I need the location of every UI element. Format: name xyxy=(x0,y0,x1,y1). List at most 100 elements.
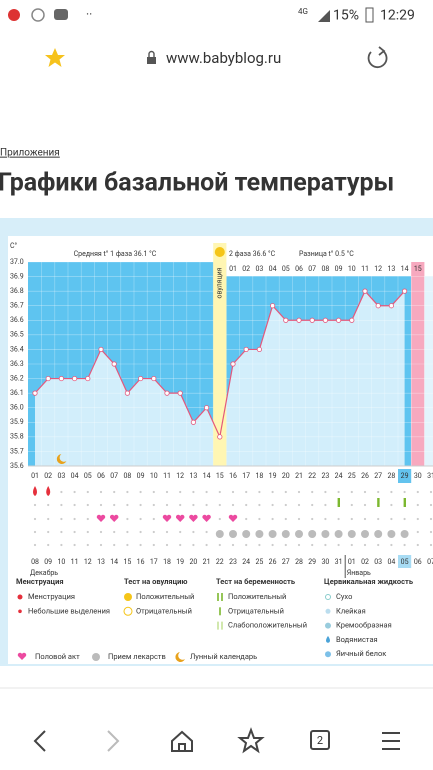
area-fill xyxy=(35,291,405,466)
grid-dot xyxy=(324,503,327,507)
grid-dot xyxy=(165,543,169,547)
phase2-day: 02 xyxy=(242,265,250,273)
grid-dot xyxy=(47,503,50,507)
legend-extra: Лунный календарь xyxy=(190,652,257,661)
breadcrumb[interactable]: Приложения xyxy=(0,148,60,159)
medicine-mark xyxy=(347,530,356,538)
calendar-date: 12 xyxy=(84,558,92,566)
calendar-date: 07 xyxy=(427,558,433,566)
phase2-day: 15 xyxy=(414,265,422,273)
bookmarks-button[interactable] xyxy=(237,727,265,754)
day-label: 20 xyxy=(282,472,290,480)
grid-dot xyxy=(47,530,50,534)
phase2-day: 04 xyxy=(269,265,277,273)
temperature-point xyxy=(45,375,51,382)
legend-icon xyxy=(175,652,185,662)
temperature-point xyxy=(269,303,276,309)
legend-icon xyxy=(325,622,331,629)
grid-dot xyxy=(73,543,76,547)
phase2-day: 01 xyxy=(229,265,237,273)
sex-mark xyxy=(96,514,106,522)
temperature-point xyxy=(375,303,381,309)
bookmark-star[interactable] xyxy=(45,48,65,67)
day-label: 11 xyxy=(163,472,171,480)
grid-dot xyxy=(86,503,89,507)
medicine-mark xyxy=(308,530,317,538)
grid-dot xyxy=(113,530,116,534)
legend-icon xyxy=(124,593,132,601)
y-tick-label: 35.6 xyxy=(10,462,24,470)
url[interactable]: www.babyblog.ru xyxy=(166,49,281,67)
grid-dot xyxy=(218,503,221,507)
period-label-bg xyxy=(411,262,425,276)
grid-dot xyxy=(416,530,419,534)
grid-dot xyxy=(416,543,419,547)
calendar-date: 26 xyxy=(269,558,277,566)
grid-dot xyxy=(297,503,301,507)
legend-item: Сухо xyxy=(336,592,352,601)
grid-dot xyxy=(73,490,76,494)
grid-dot xyxy=(60,530,63,534)
back-button[interactable] xyxy=(33,730,46,752)
day-label: 31 xyxy=(427,472,433,480)
home-button[interactable] xyxy=(171,730,193,752)
medicine-mark xyxy=(268,530,277,538)
legend-title: Цервикальная жидкость xyxy=(324,577,413,586)
page-title: Графики базальной температуры xyxy=(0,169,394,198)
grid-dot xyxy=(60,543,63,547)
tabs-button[interactable] xyxy=(310,730,330,750)
phase2-day: 09 xyxy=(335,265,343,273)
grid-dot xyxy=(73,517,76,521)
medicine-mark xyxy=(242,530,251,538)
grid-dot xyxy=(297,517,301,521)
day-label: 13 xyxy=(189,472,197,480)
y-tick-label: 36.4 xyxy=(10,345,24,353)
grid-dot xyxy=(403,543,406,547)
grid-dot xyxy=(231,503,235,507)
grid-dot xyxy=(86,530,89,534)
medicine-mark xyxy=(374,530,383,538)
grid-dot xyxy=(152,543,155,547)
phase2-day: 07 xyxy=(308,265,316,273)
menu-button[interactable] xyxy=(382,732,400,750)
grid-dot xyxy=(429,530,433,534)
month-label: Январь xyxy=(347,569,371,577)
calendar-date: 30 xyxy=(321,558,329,566)
calendar-date: 24 xyxy=(242,558,250,566)
calendar-date: 31 xyxy=(335,558,343,566)
calendar-date: 25 xyxy=(255,558,263,566)
grid-dot xyxy=(350,517,353,521)
y-tick-label: 36.5 xyxy=(10,331,24,339)
temperature-point xyxy=(190,419,196,425)
temperature-point xyxy=(58,375,65,382)
temperature-point xyxy=(388,303,394,309)
menstruation-mark xyxy=(46,486,51,496)
calendar-date: 03 xyxy=(374,558,382,566)
sex-mark xyxy=(189,514,198,522)
grid-dot xyxy=(271,517,274,521)
grid-dot xyxy=(152,517,155,521)
grid-dot xyxy=(192,530,195,534)
axis-unit: C° xyxy=(10,242,18,250)
day-label: 07 xyxy=(110,472,118,480)
grid-dot xyxy=(245,503,248,507)
calendar-date: 27 xyxy=(282,558,290,566)
calendar-date: 05 xyxy=(401,558,409,566)
forward-button[interactable] xyxy=(107,730,120,752)
day-label: 10 xyxy=(150,472,158,480)
grid-dot xyxy=(139,543,142,547)
legend-icon xyxy=(326,635,330,643)
grid-dot xyxy=(152,490,155,494)
legend-item: Яичный белок xyxy=(336,649,386,658)
grid-dot xyxy=(416,490,419,494)
current-date-bg xyxy=(398,555,412,568)
grid-dot xyxy=(99,503,103,507)
temperature-point xyxy=(151,375,157,382)
pregnancy-test-mark xyxy=(337,498,340,507)
grid-dot xyxy=(284,490,287,494)
pregnancy-test-mark xyxy=(403,498,406,507)
reload-icon[interactable] xyxy=(367,50,388,69)
youtube-icon xyxy=(54,9,68,20)
day-label: 12 xyxy=(176,472,184,480)
grid-dot xyxy=(377,543,380,547)
